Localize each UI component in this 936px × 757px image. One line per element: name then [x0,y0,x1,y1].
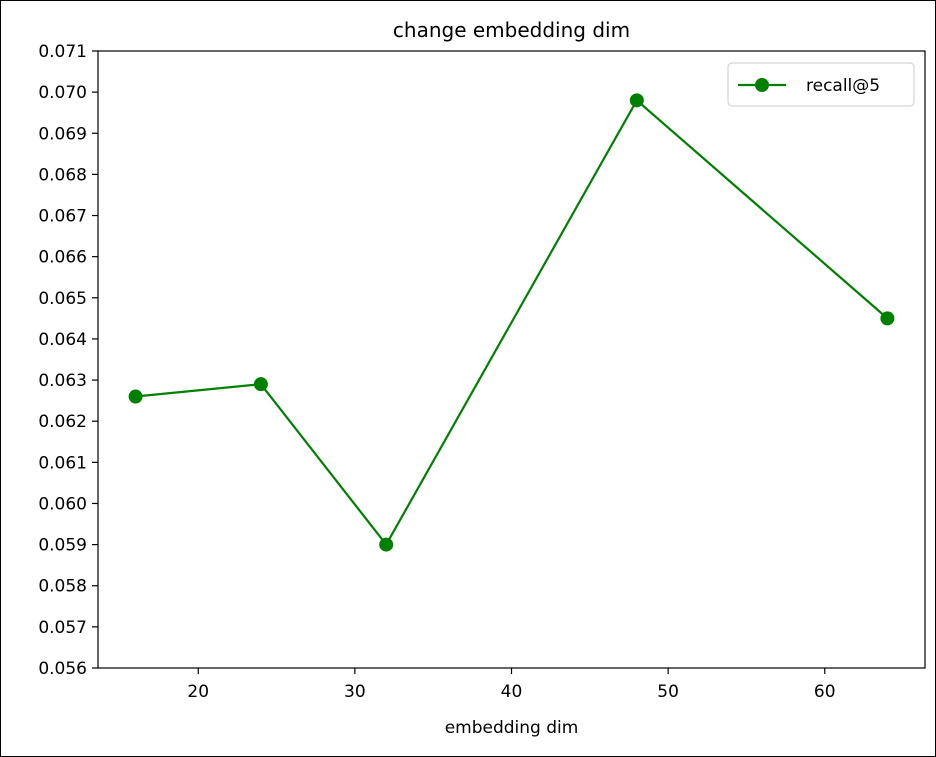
y-tick-label: 0.058 [38,577,87,597]
data-point [128,389,143,404]
x-tick-label: 60 [814,682,836,702]
legend-box [727,62,915,107]
y-tick-label: 0.067 [38,207,87,227]
y-tick-label: 0.061 [38,453,87,473]
y-tick-label: 0.070 [38,83,87,103]
y-axis: 0.056 0.057 0.058 0.059 0.060 0.061 0.062 0.063… [38,42,98,679]
y-tick-label: 0.063 [38,371,87,391]
x-tick-label: 40 [501,682,523,702]
x-tick-label: 50 [657,682,679,702]
data-point [629,93,644,108]
data-point [253,377,268,392]
data-point [880,311,895,326]
series-layer [128,93,895,552]
series-line [135,99,889,546]
y-tick-label: 0.059 [38,536,87,556]
y-tick-label: 0.064 [38,330,87,350]
x-axis-label: embedding dim [445,718,579,738]
plot-area [97,50,926,669]
x-axis: 20 30 40 50 60 [187,668,836,702]
y-tick-label: 0.057 [38,618,87,638]
legend-label: recall@5 [806,76,880,96]
legend: recall@5 [727,62,915,107]
data-point [379,537,394,552]
y-tick-label: 0.062 [38,412,87,432]
y-tick-label: 0.069 [38,124,87,144]
y-tick-label: 0.060 [38,494,87,514]
plot-border [97,50,926,669]
x-tick-label: 20 [187,682,209,702]
y-tick-label: 0.068 [38,165,87,185]
chart-title: change embedding dim [393,18,630,42]
y-tick-label: 0.065 [38,289,87,309]
x-tick-label: 30 [344,682,366,702]
y-tick-label: 0.056 [38,659,87,679]
y-tick-label: 0.066 [38,248,87,268]
y-tick-label: 0.071 [38,42,87,62]
legend-marker-swatch [755,78,769,92]
